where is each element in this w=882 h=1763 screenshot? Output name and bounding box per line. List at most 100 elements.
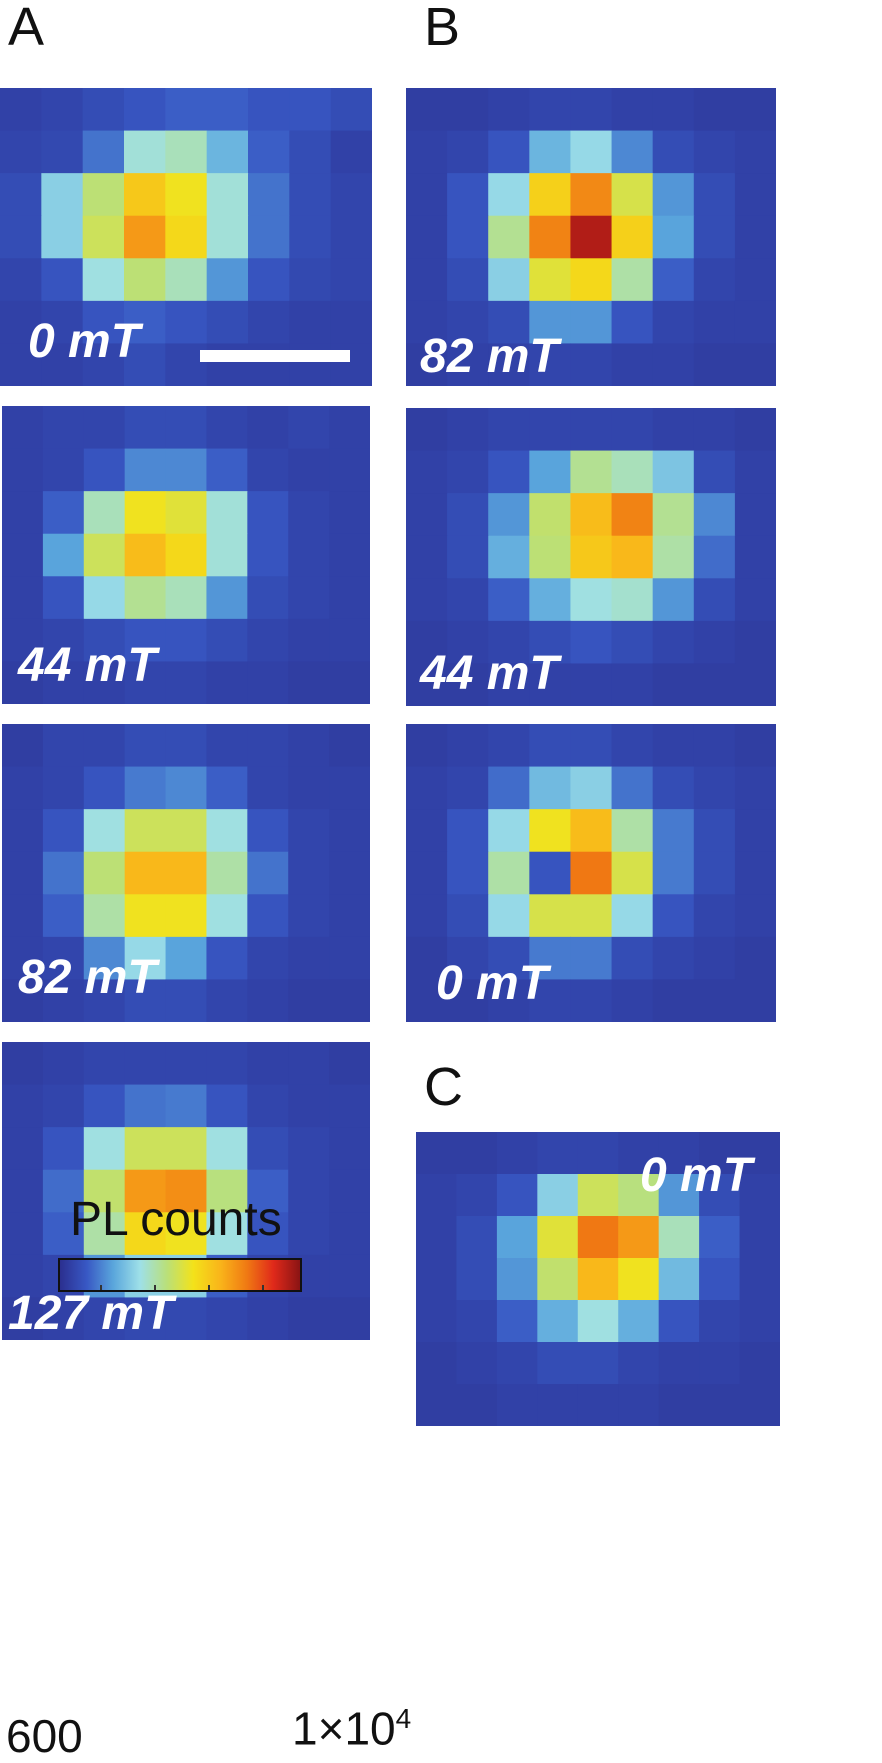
colorbar-min-label: 600 [6, 1710, 83, 1762]
heatmap-cell [165, 661, 208, 704]
heatmap-cell [165, 936, 208, 981]
heatmap-cell [488, 809, 530, 853]
field-label: 0 mT [640, 1149, 753, 1202]
heatmap-cell [83, 1127, 126, 1171]
heatmap-cell [693, 936, 736, 981]
heatmap-cell [447, 663, 489, 706]
heatmap-cell [734, 620, 776, 665]
heatmap-cell [124, 173, 166, 217]
heatmap-cell [124, 1212, 167, 1256]
heatmap-cell [2, 576, 44, 620]
heatmap-cell [652, 88, 695, 132]
heatmap-cell [329, 1212, 370, 1256]
heatmap-cell [652, 620, 695, 665]
heatmap-cell [406, 535, 448, 579]
heatmap-cell [447, 936, 489, 981]
field-label: 44 mT [18, 639, 157, 692]
heatmap-cell [165, 809, 208, 853]
heatmap-cell [165, 88, 208, 132]
heatmap-cell [82, 88, 125, 132]
heatmap-cell [652, 663, 695, 706]
heatmap-cell [652, 408, 695, 452]
heatmap-cell [124, 661, 167, 704]
heatmap-cell [206, 130, 249, 174]
colorbar-tick [100, 1285, 102, 1290]
heatmap-cell [456, 1216, 498, 1259]
heatmap-cell [406, 936, 448, 981]
heatmap-cell [406, 300, 448, 345]
heatmap-cell [611, 130, 654, 174]
heatmap-cell [734, 493, 776, 537]
heatmap-cell [288, 533, 330, 577]
heatmap-cell [289, 300, 332, 345]
heatmap-cell [0, 300, 42, 345]
heatmap-cell [611, 300, 654, 345]
heatmap-cell [247, 661, 289, 704]
heatmap-cell [739, 1384, 780, 1426]
heatmap-cell [447, 258, 489, 302]
heatmap-cell [288, 406, 330, 450]
heatmap-cell [488, 88, 530, 132]
heatmap-cell [41, 215, 84, 259]
heatmap-cell [699, 1174, 741, 1217]
heatmap-cell [82, 343, 125, 386]
heatmap-cell [2, 1042, 44, 1086]
heatmap-cell [206, 724, 248, 768]
heatmap-cell [734, 979, 776, 1022]
heatmap-cell [2, 979, 44, 1022]
heatmap-cell [124, 258, 166, 302]
heatmap-cell [406, 766, 448, 810]
heatmap-cell [537, 1342, 579, 1385]
heatmap-cell [406, 258, 448, 302]
heatmap-cell [330, 215, 372, 259]
heatmap-cell [456, 1258, 498, 1301]
heatmap-cell [165, 766, 208, 810]
heatmap-cell [693, 408, 736, 452]
heatmap-cell [330, 300, 372, 345]
heatmap-cell [289, 173, 332, 217]
heatmap-cell [124, 215, 166, 259]
heatmap-cell [577, 1132, 619, 1175]
heatmap-cell [529, 493, 572, 537]
heatmap-cell [42, 979, 85, 1022]
heatmap-cell [652, 936, 695, 981]
heatmap-cell [416, 1300, 458, 1343]
heatmap-cell [739, 1300, 780, 1343]
heatmap-cell [124, 448, 167, 492]
heatmap-cell [693, 620, 736, 665]
heatmap-cell [2, 724, 44, 768]
heatmap-cell [739, 1174, 780, 1217]
heatmap-cell [611, 450, 654, 494]
heatmap-cell [456, 1132, 498, 1175]
heatmap-cell [2, 1127, 44, 1171]
heatmap-a-44mt: 44 mT [2, 406, 370, 704]
colorbar-tick [262, 1285, 264, 1290]
heatmap-cell [2, 491, 44, 535]
heatmap-cell [529, 173, 572, 217]
heatmap-cell [165, 1042, 208, 1086]
heatmap-cell [124, 1297, 167, 1340]
heatmap-cell [488, 130, 530, 174]
heatmap-cell [406, 88, 448, 132]
heatmap-cell [165, 258, 208, 302]
heatmap-grid [406, 724, 776, 1022]
heatmap-b-82mt: 82 mT [406, 88, 776, 386]
heatmap-cell [42, 766, 85, 810]
heatmap-cell [329, 766, 370, 810]
colorbar-max-label: 1×104 [292, 1705, 411, 1752]
heatmap-cell [416, 1384, 458, 1426]
heatmap-cell [652, 493, 695, 537]
heatmap-cell [247, 576, 289, 620]
heatmap-cell [652, 130, 695, 174]
heatmap-cell [699, 1384, 741, 1426]
heatmap-cell [611, 766, 654, 810]
heatmap-cell [124, 130, 166, 174]
heatmap-cell [124, 1169, 167, 1213]
heatmap-cell [330, 173, 372, 217]
heatmap-cell [611, 663, 654, 706]
heatmap-cell [124, 724, 167, 768]
heatmap-cell [41, 343, 84, 386]
heatmap-cell [124, 851, 167, 895]
heatmap-cell [406, 851, 448, 895]
heatmap-cell [83, 979, 126, 1022]
